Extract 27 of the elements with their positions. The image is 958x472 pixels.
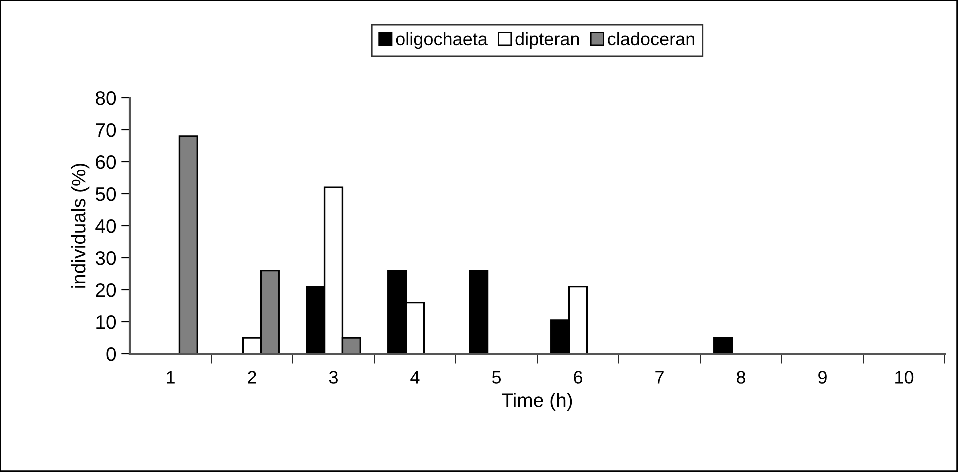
x-tick-label: 10	[896, 371, 914, 384]
legend-label: oligochaeta	[396, 32, 488, 50]
x-tick-label: 9	[818, 371, 827, 384]
bar	[714, 337, 734, 354]
legend-label: dipteran	[516, 32, 580, 50]
y-tick-label: 80	[96, 91, 116, 106]
y-tick-label: 20	[96, 283, 116, 298]
x-tick-label: 5	[492, 371, 502, 384]
y-tick-label: 50	[96, 187, 116, 202]
y-tick-label: 60	[96, 155, 116, 170]
x-tick-label: 6	[574, 371, 582, 384]
y-axis-title: individuals (%)	[72, 164, 90, 288]
x-tick-label: 1	[167, 371, 175, 384]
y-tick-label: 40	[96, 219, 116, 234]
y-tick-label: 30	[96, 251, 116, 266]
bar	[178, 136, 198, 354]
x-axis-title: Time (h)	[502, 393, 572, 412]
x-tick-label: 8	[737, 371, 746, 384]
y-tick-label: 0	[106, 347, 116, 362]
x-tick-label: 7	[656, 371, 664, 384]
bar	[469, 270, 489, 354]
y-tick-label: 10	[96, 315, 116, 330]
x-tick-label: 3	[329, 371, 338, 384]
x-tick-label: 4	[410, 371, 420, 384]
x-tick-label: 2	[248, 371, 256, 384]
legend-label: cladoceran	[608, 32, 694, 46]
y-tick-label: 70	[96, 123, 116, 138]
